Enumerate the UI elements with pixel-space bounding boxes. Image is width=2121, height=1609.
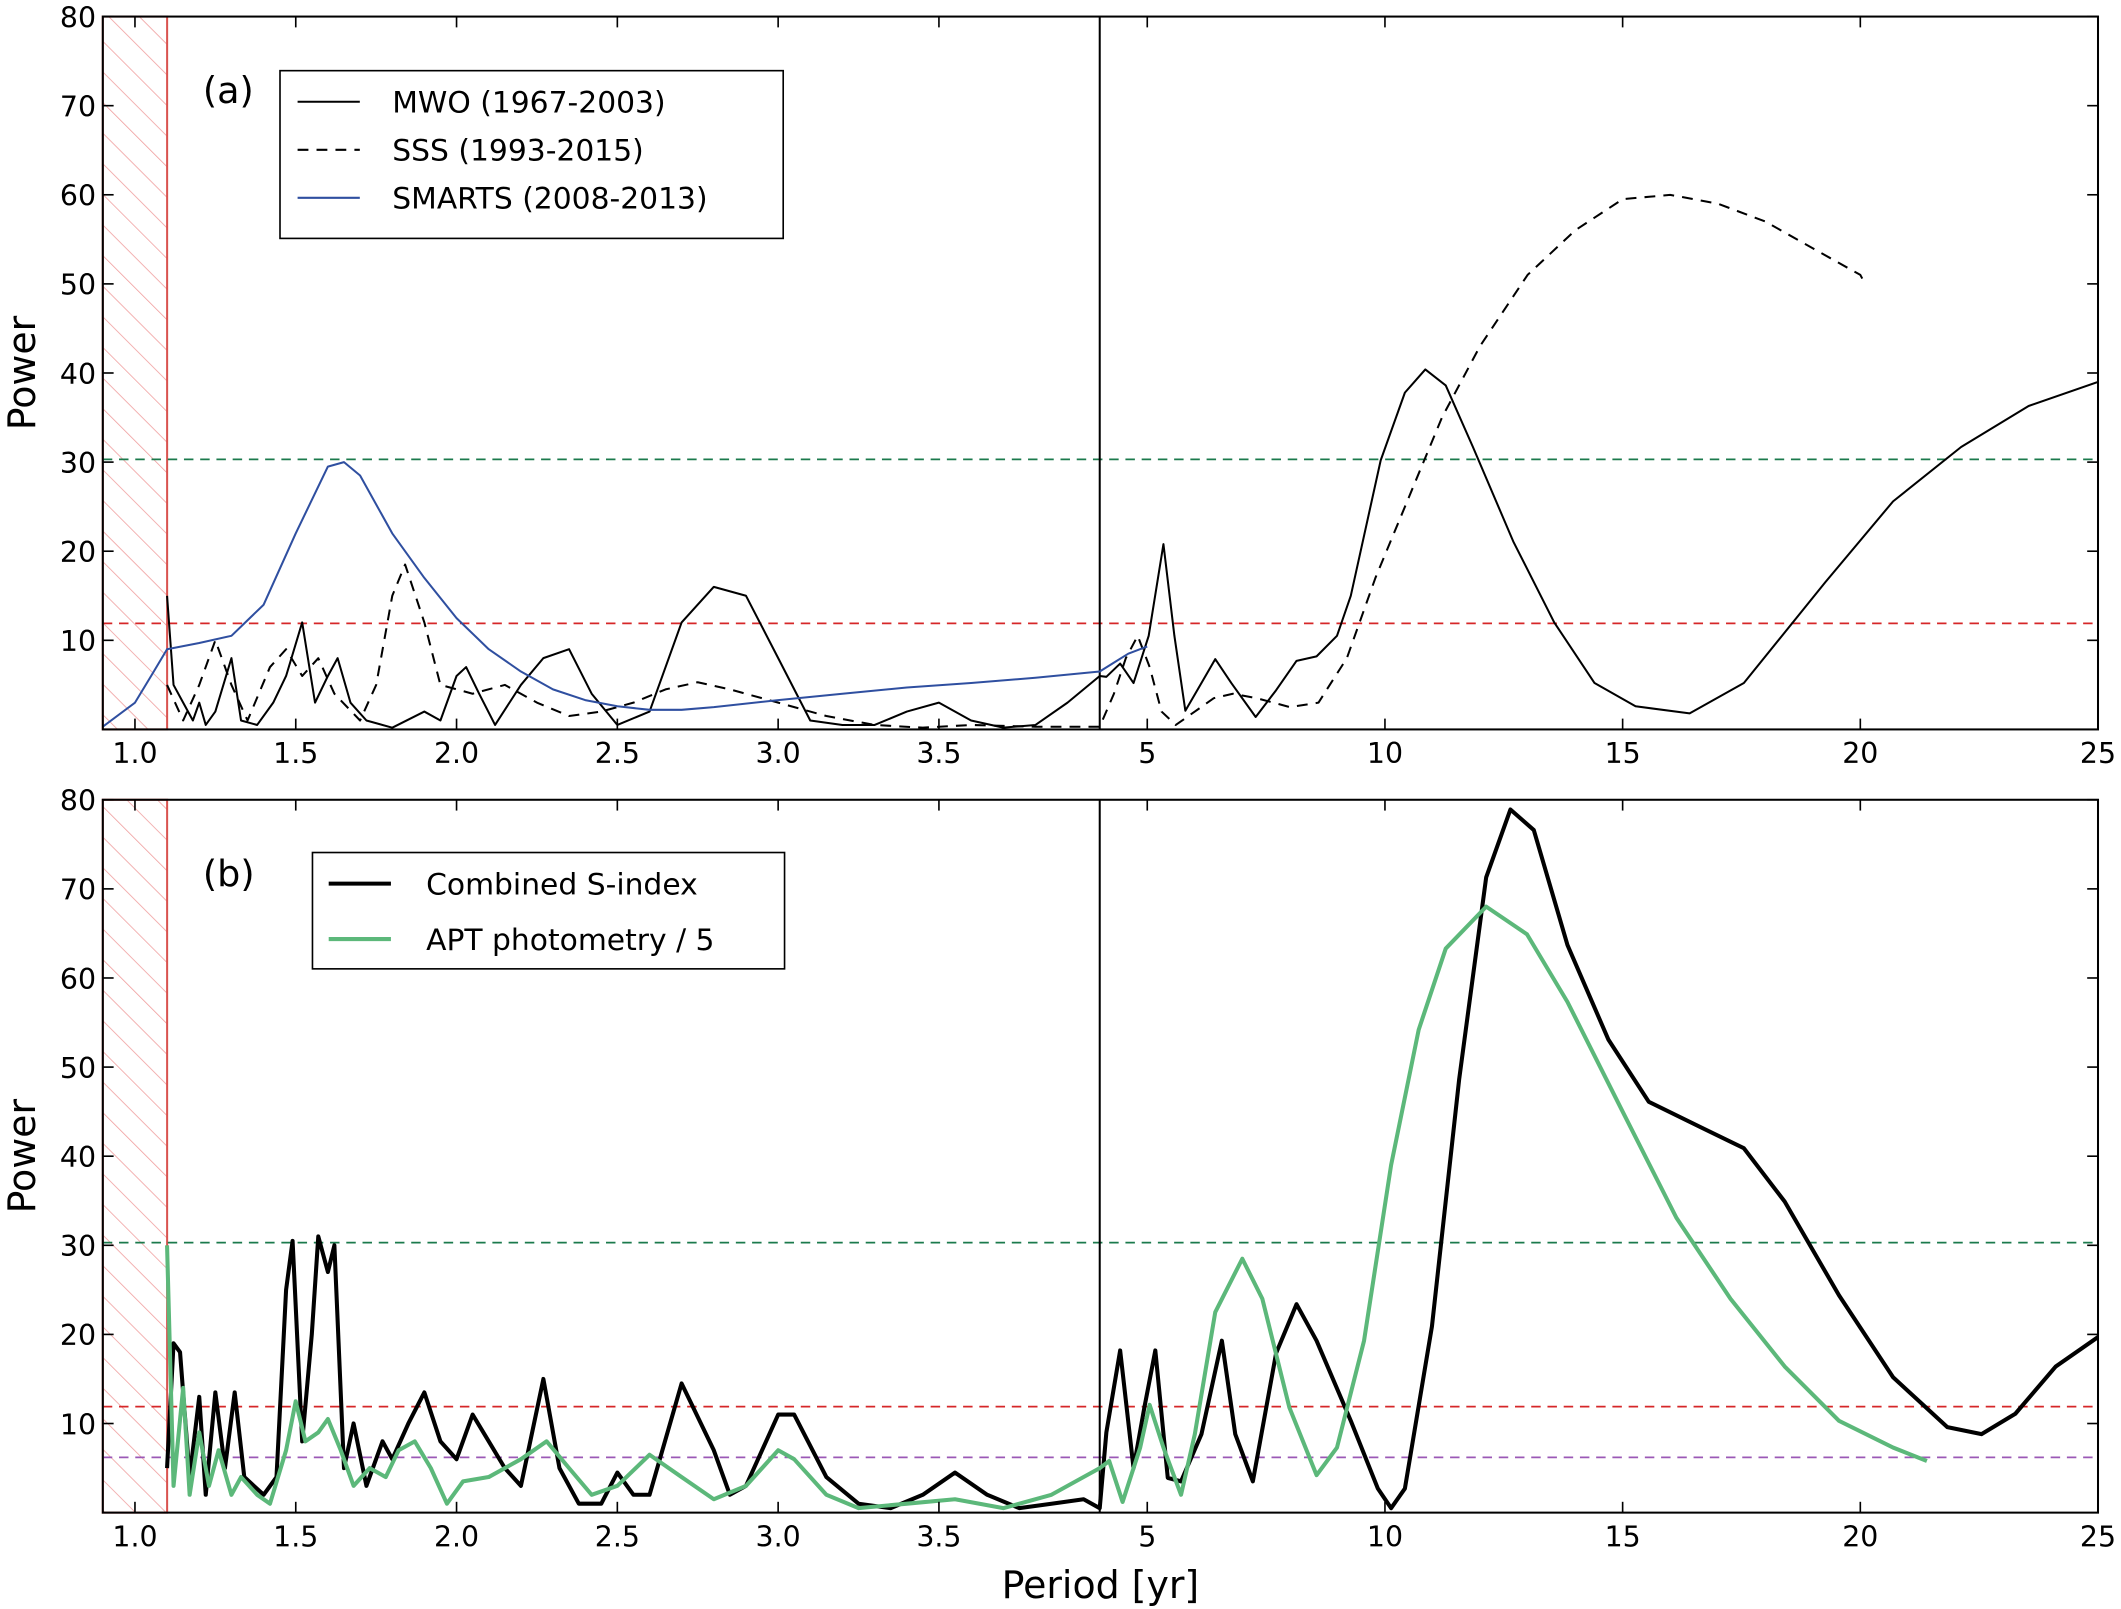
legend-label: APT photometry / 5 (426, 923, 714, 958)
x-tick-label: 1.0 (112, 1520, 157, 1553)
x-tick-label: 15 (1605, 737, 1641, 770)
x-tick-label: 15 (1605, 1520, 1641, 1553)
x-tick-label: 1.5 (273, 737, 318, 770)
x-tick-label: 5 (1138, 1520, 1156, 1553)
y-tick-label: 60 (60, 963, 96, 996)
y-tick-label: 20 (60, 1319, 96, 1352)
panel-label: (b) (203, 852, 255, 895)
series-line (166, 193, 1866, 729)
x-tick-label: 20 (1842, 737, 1878, 770)
series-line (102, 461, 1148, 728)
x-tick-label: 10 (1367, 1520, 1403, 1553)
x-tick-label: 5 (1138, 737, 1156, 770)
y-tick-label: 70 (60, 90, 96, 123)
y-tick-label: 50 (60, 269, 96, 302)
series-line (166, 368, 2099, 729)
y-tick-label: 10 (60, 625, 96, 658)
series-line (165, 904, 1928, 1511)
x-axis-label: Period [yr] (1002, 1563, 1200, 1607)
x-tick-label: 25 (2080, 737, 2116, 770)
x-tick-label: 1.5 (273, 1520, 318, 1553)
x-tick-label: 10 (1367, 737, 1403, 770)
x-tick-label: 20 (1842, 1520, 1878, 1553)
x-tick-label: 3.0 (756, 737, 801, 770)
legend-label: Combined S-index (426, 867, 698, 902)
panel-label: (a) (203, 69, 254, 112)
x-tick-label: 3.0 (756, 1520, 801, 1553)
y-tick-label: 30 (60, 1230, 96, 1263)
y-axis-label: Power (0, 315, 44, 430)
y-tick-label: 40 (60, 1141, 96, 1174)
y-tick-label: 60 (60, 180, 96, 213)
y-tick-label: 70 (60, 874, 96, 907)
legend-box (311, 851, 786, 970)
y-tick-label: 30 (60, 447, 96, 480)
x-tick-label: 2.0 (434, 737, 479, 770)
x-tick-label: 3.5 (916, 1520, 961, 1553)
legend-label: SSS (1993-2015) (392, 134, 643, 169)
legend-label: SMARTS (2008-2013) (392, 182, 707, 217)
series-line (165, 807, 2100, 1511)
y-tick-label: 50 (60, 1052, 96, 1085)
y-tick-label: 10 (60, 1408, 96, 1441)
x-tick-label: 2.5 (595, 737, 640, 770)
legend-box (279, 69, 785, 240)
x-tick-label: 2.0 (434, 1520, 479, 1553)
x-tick-label: 1.0 (112, 737, 157, 770)
y-tick-label: 80 (60, 1, 96, 34)
x-tick-label: 25 (2080, 1520, 2116, 1553)
x-tick-label: 3.5 (916, 737, 961, 770)
legend-label: MWO (1967-2003) (392, 86, 665, 121)
x-tick-label: 2.5 (595, 1520, 640, 1553)
y-tick-label: 80 (60, 785, 96, 818)
y-axis-label: Power (0, 1099, 44, 1214)
y-tick-label: 20 (60, 536, 96, 569)
y-tick-label: 40 (60, 358, 96, 391)
